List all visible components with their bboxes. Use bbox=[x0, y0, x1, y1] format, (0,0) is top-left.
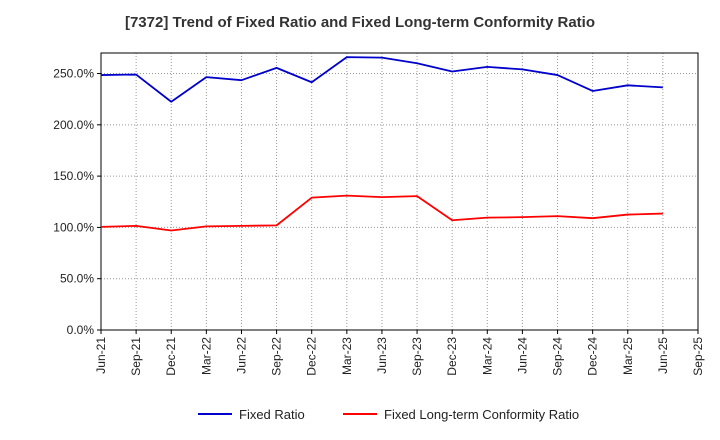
plot-frame bbox=[100, 52, 699, 331]
x-tick-label: Sep-22 bbox=[270, 337, 284, 376]
series-layer bbox=[100, 56, 663, 232]
x-tick-label: Jun-22 bbox=[234, 337, 248, 374]
grid-layer bbox=[101, 53, 698, 330]
x-tick-label: Jun-21 bbox=[94, 337, 108, 374]
x-tick-label: Jun-23 bbox=[375, 337, 389, 374]
y-axis: 0.0% 50.0% 100.0% 150.0% 200.0% 250.0% bbox=[53, 67, 101, 337]
x-axis: Jun-21 Sep-21 Dec-21 Mar-22 Jun-22 Sep-22 Dec-… bbox=[94, 330, 705, 376]
x-tick-label: Sep-21 bbox=[129, 337, 143, 376]
x-tick-label: Mar-22 bbox=[199, 337, 213, 375]
x-tick-label: Dec-22 bbox=[305, 337, 319, 376]
x-tick-label: Dec-23 bbox=[445, 337, 459, 376]
chart-title: [7372] Trend of Fixed Ratio and Fixed Lo… bbox=[124, 14, 596, 31]
x-tick-label: Dec-24 bbox=[586, 337, 600, 376]
x-tick-label: Dec-21 bbox=[164, 337, 178, 376]
x-tick-label: Jun-25 bbox=[656, 337, 670, 374]
y-tick-label: 200.0% bbox=[53, 118, 94, 132]
x-tick-label: Jun-24 bbox=[515, 337, 529, 374]
y-tick-label: 50.0% bbox=[60, 272, 94, 286]
x-tick-label: Sep-23 bbox=[410, 337, 424, 376]
legend: Fixed Ratio Fixed Long-term Conformity Ra… bbox=[198, 407, 579, 422]
y-tick-label: 0.0% bbox=[67, 323, 95, 337]
x-tick-label: Mar-24 bbox=[480, 337, 494, 375]
series-line-fixed-long-term-conformity-ratio bbox=[100, 194, 663, 232]
legend-label: Fixed Long-term Conformity Ratio bbox=[384, 407, 579, 422]
x-tick-label: Mar-25 bbox=[621, 337, 635, 375]
x-tick-label: Sep-25 bbox=[691, 337, 705, 376]
x-tick-label: Mar-23 bbox=[340, 337, 354, 375]
legend-label: Fixed Ratio bbox=[239, 407, 305, 422]
y-tick-label: 250.0% bbox=[53, 67, 94, 81]
y-tick-label: 150.0% bbox=[53, 169, 94, 183]
x-tick-label: Sep-24 bbox=[551, 337, 565, 376]
y-tick-label: 100.0% bbox=[53, 220, 94, 234]
series-line-fixed-ratio bbox=[100, 56, 663, 103]
